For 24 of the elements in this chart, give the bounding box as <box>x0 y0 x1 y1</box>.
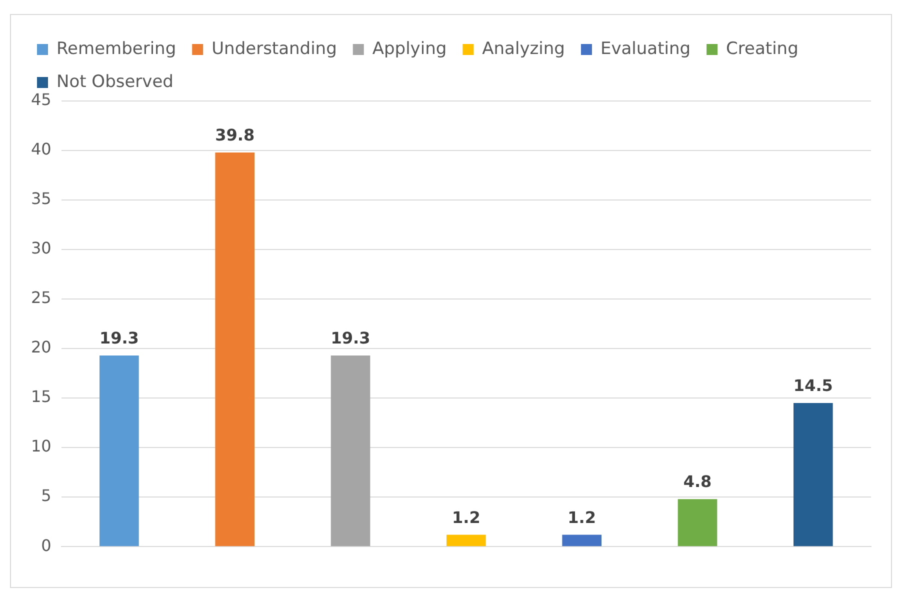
legend-label: Applying <box>372 38 447 59</box>
y-tick-label: 25 <box>31 288 52 308</box>
legend-label: Evaluating <box>600 38 691 59</box>
data-label: 4.8 <box>683 472 712 492</box>
legend-label: Creating <box>726 38 798 59</box>
data-label: 14.5 <box>793 376 833 396</box>
data-label: 19.3 <box>330 328 370 348</box>
y-tick-label: 10 <box>31 436 52 456</box>
y-tick-label: 5 <box>41 486 52 506</box>
data-label: 1.2 <box>568 508 596 527</box>
y-tick-label: 30 <box>31 238 52 258</box>
data-label: 39.8 <box>215 126 255 145</box>
legend-label: Understanding <box>212 38 337 59</box>
data-label: 1.2 <box>452 508 480 527</box>
y-tick-label: 40 <box>31 140 52 159</box>
y-tick-label: 35 <box>31 189 52 208</box>
y-tick-label: 45 <box>31 90 52 110</box>
data-label: 19.3 <box>99 328 139 348</box>
y-tick-label: 0 <box>41 536 52 555</box>
y-tick-label: 15 <box>31 387 52 406</box>
legend-label: Not Observed <box>56 72 174 92</box>
legend-label: Analyzing <box>482 38 565 59</box>
legend-label: Remembering <box>56 38 176 59</box>
y-tick-label: 20 <box>31 338 52 357</box>
